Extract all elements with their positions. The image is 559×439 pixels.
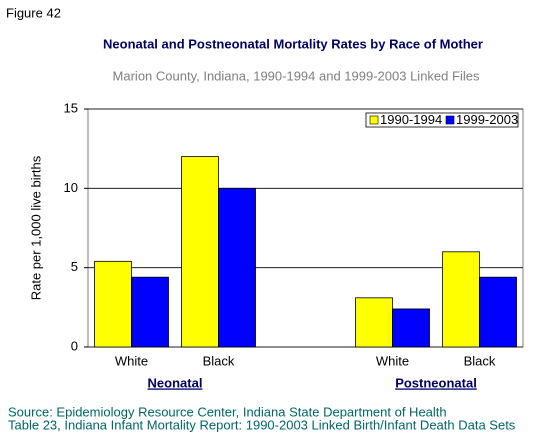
- bar: [181, 156, 219, 348]
- chart-subtitle: Marion County, Indiana, 1990-1994 and 19…: [113, 68, 480, 83]
- source-line: Table 23, Indiana Infant Mortality Repor…: [8, 417, 516, 432]
- figure-label: Figure 42: [6, 5, 61, 20]
- x-tick-label: White: [115, 353, 148, 368]
- y-tick-label: 10: [64, 180, 78, 195]
- y-axis-label: Rate per 1,000 live births: [28, 155, 43, 300]
- bar: [442, 251, 480, 348]
- x-tick-label: Black: [203, 353, 235, 368]
- x-tick-label: White: [376, 353, 409, 368]
- group-label: Neonatal: [148, 375, 203, 390]
- bar: [479, 276, 517, 348]
- legend-label: 1999-2003: [456, 112, 518, 127]
- bar: [392, 308, 430, 348]
- source-line: Source: Epidemiology Resource Center, In…: [8, 404, 447, 419]
- bar: [355, 297, 393, 348]
- x-tick-label: Black: [464, 353, 496, 368]
- chart-title: Neonatal and Postneonatal Mortality Rate…: [103, 36, 483, 51]
- legend-swatch: [369, 115, 379, 125]
- y-tick-label: 5: [71, 259, 78, 274]
- bar: [131, 276, 169, 348]
- bar: [94, 260, 132, 348]
- group-label: Postneonatal: [395, 375, 477, 390]
- legend-swatch: [445, 115, 455, 125]
- y-tick-label: 15: [64, 100, 78, 115]
- bar: [218, 187, 256, 348]
- legend-box: [365, 112, 519, 128]
- legend-label: 1990-1994: [380, 112, 442, 127]
- y-tick-label: 0: [71, 338, 78, 353]
